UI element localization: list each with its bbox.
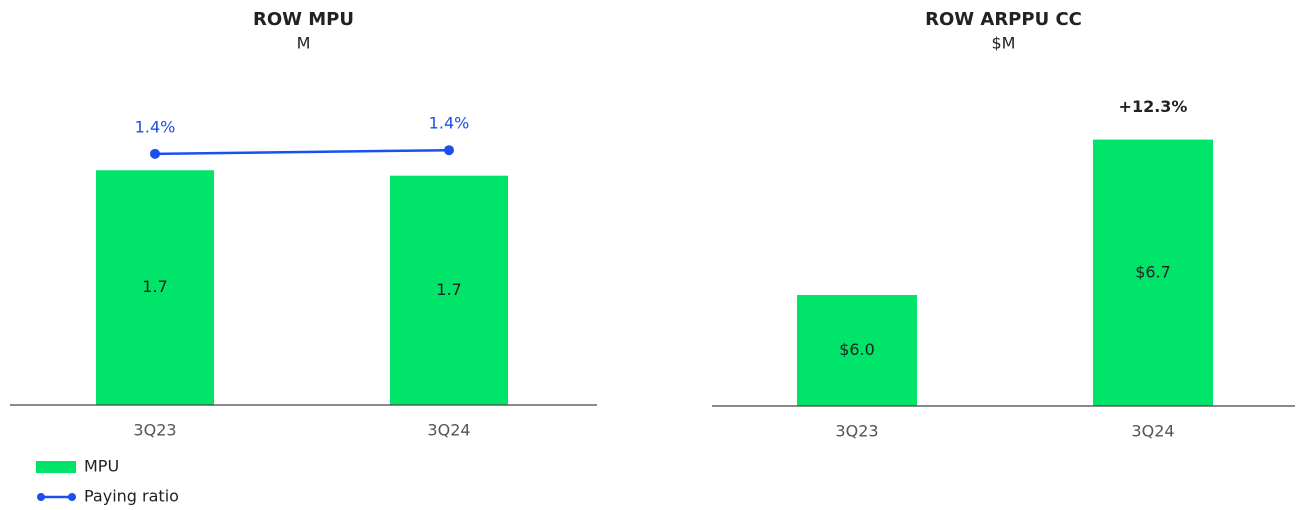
legend-dot [37,493,45,501]
chart-subtitle: $M [992,34,1016,53]
legend-dot [68,493,76,501]
x-tick-label: 3Q24 [1131,422,1174,441]
x-tick-label: 3Q23 [133,421,176,440]
legend-label: Paying ratio [84,487,179,506]
legend-label: MPU [84,457,119,476]
line-point [444,145,454,156]
bar [797,295,917,406]
data-label: $6.0 [839,340,875,359]
line-point [150,148,160,159]
bar [390,175,508,405]
data-label: 1.4% [429,114,470,133]
chart-title: ROW ARPPU CC [925,9,1082,30]
legend-swatch [36,461,76,473]
x-tick-label: 3Q23 [835,422,878,441]
data-label: 1.4% [135,117,176,136]
chart-title: ROW MPU [253,9,354,30]
bar [96,170,214,405]
annotation: +12.3% [1119,97,1188,116]
data-label: 1.7 [436,280,461,299]
bar [1093,139,1213,406]
data-label: $6.7 [1135,262,1171,281]
line [154,148,450,156]
data-label: 1.7 [142,277,167,296]
x-tick-label: 3Q24 [427,421,470,440]
chart-subtitle: M [297,34,311,53]
